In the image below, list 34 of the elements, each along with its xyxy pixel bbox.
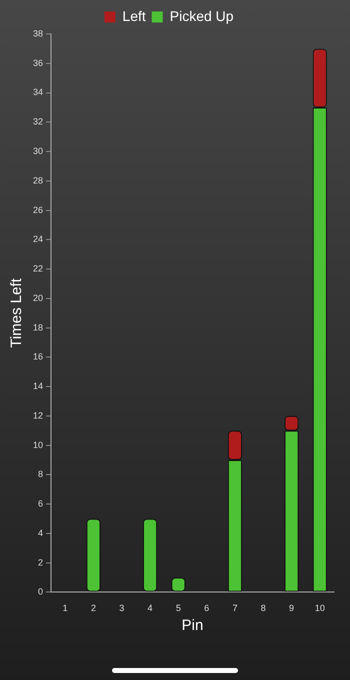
x-tick-label: 6 [204, 603, 210, 614]
y-tick-label: 16 [32, 352, 44, 362]
x-tick-label: 10 [314, 603, 325, 614]
y-tick-label: 4 [38, 528, 44, 538]
y-tick-label: 38 [32, 28, 44, 38]
y-tick-label: 20 [32, 292, 44, 303]
x-axis-title: Pin [182, 617, 204, 634]
x-tick-label: 2 [90, 603, 96, 614]
y-tick-label: 8 [38, 469, 44, 480]
y-tick-label: 26 [32, 204, 44, 215]
y-tick-label: 12 [32, 410, 44, 420]
y-tick-label: 34 [32, 87, 44, 98]
y-axis-title: Times Left [8, 278, 26, 348]
y-tick-label: 18 [32, 322, 44, 332]
x-tick-label: 9 [289, 603, 294, 614]
x-tick-label: 7 [232, 603, 238, 614]
x-tick-label: 1 [62, 603, 68, 614]
y-tick-label: 14 [32, 381, 44, 392]
y-tick-label: 22 [32, 264, 44, 274]
legend-label: Left [122, 8, 146, 24]
y-tick-label: 28 [32, 175, 44, 186]
x-tick-label: 5 [176, 603, 181, 614]
legend-label: Picked Up [170, 8, 234, 24]
y-tick-label: 32 [32, 116, 44, 127]
y-tick-label: 6 [38, 498, 44, 509]
y-tick-label: 24 [32, 234, 44, 244]
y-tick-label: 30 [32, 146, 44, 156]
y-tick-label: 0 [38, 586, 44, 597]
x-tick-label: 3 [119, 603, 124, 614]
x-tick-label: 4 [148, 603, 153, 614]
y-tick-label: 36 [32, 58, 44, 68]
y-tick-label: 2 [38, 557, 44, 568]
y-tick-label: 10 [32, 440, 44, 450]
x-tick-label: 8 [260, 603, 266, 614]
